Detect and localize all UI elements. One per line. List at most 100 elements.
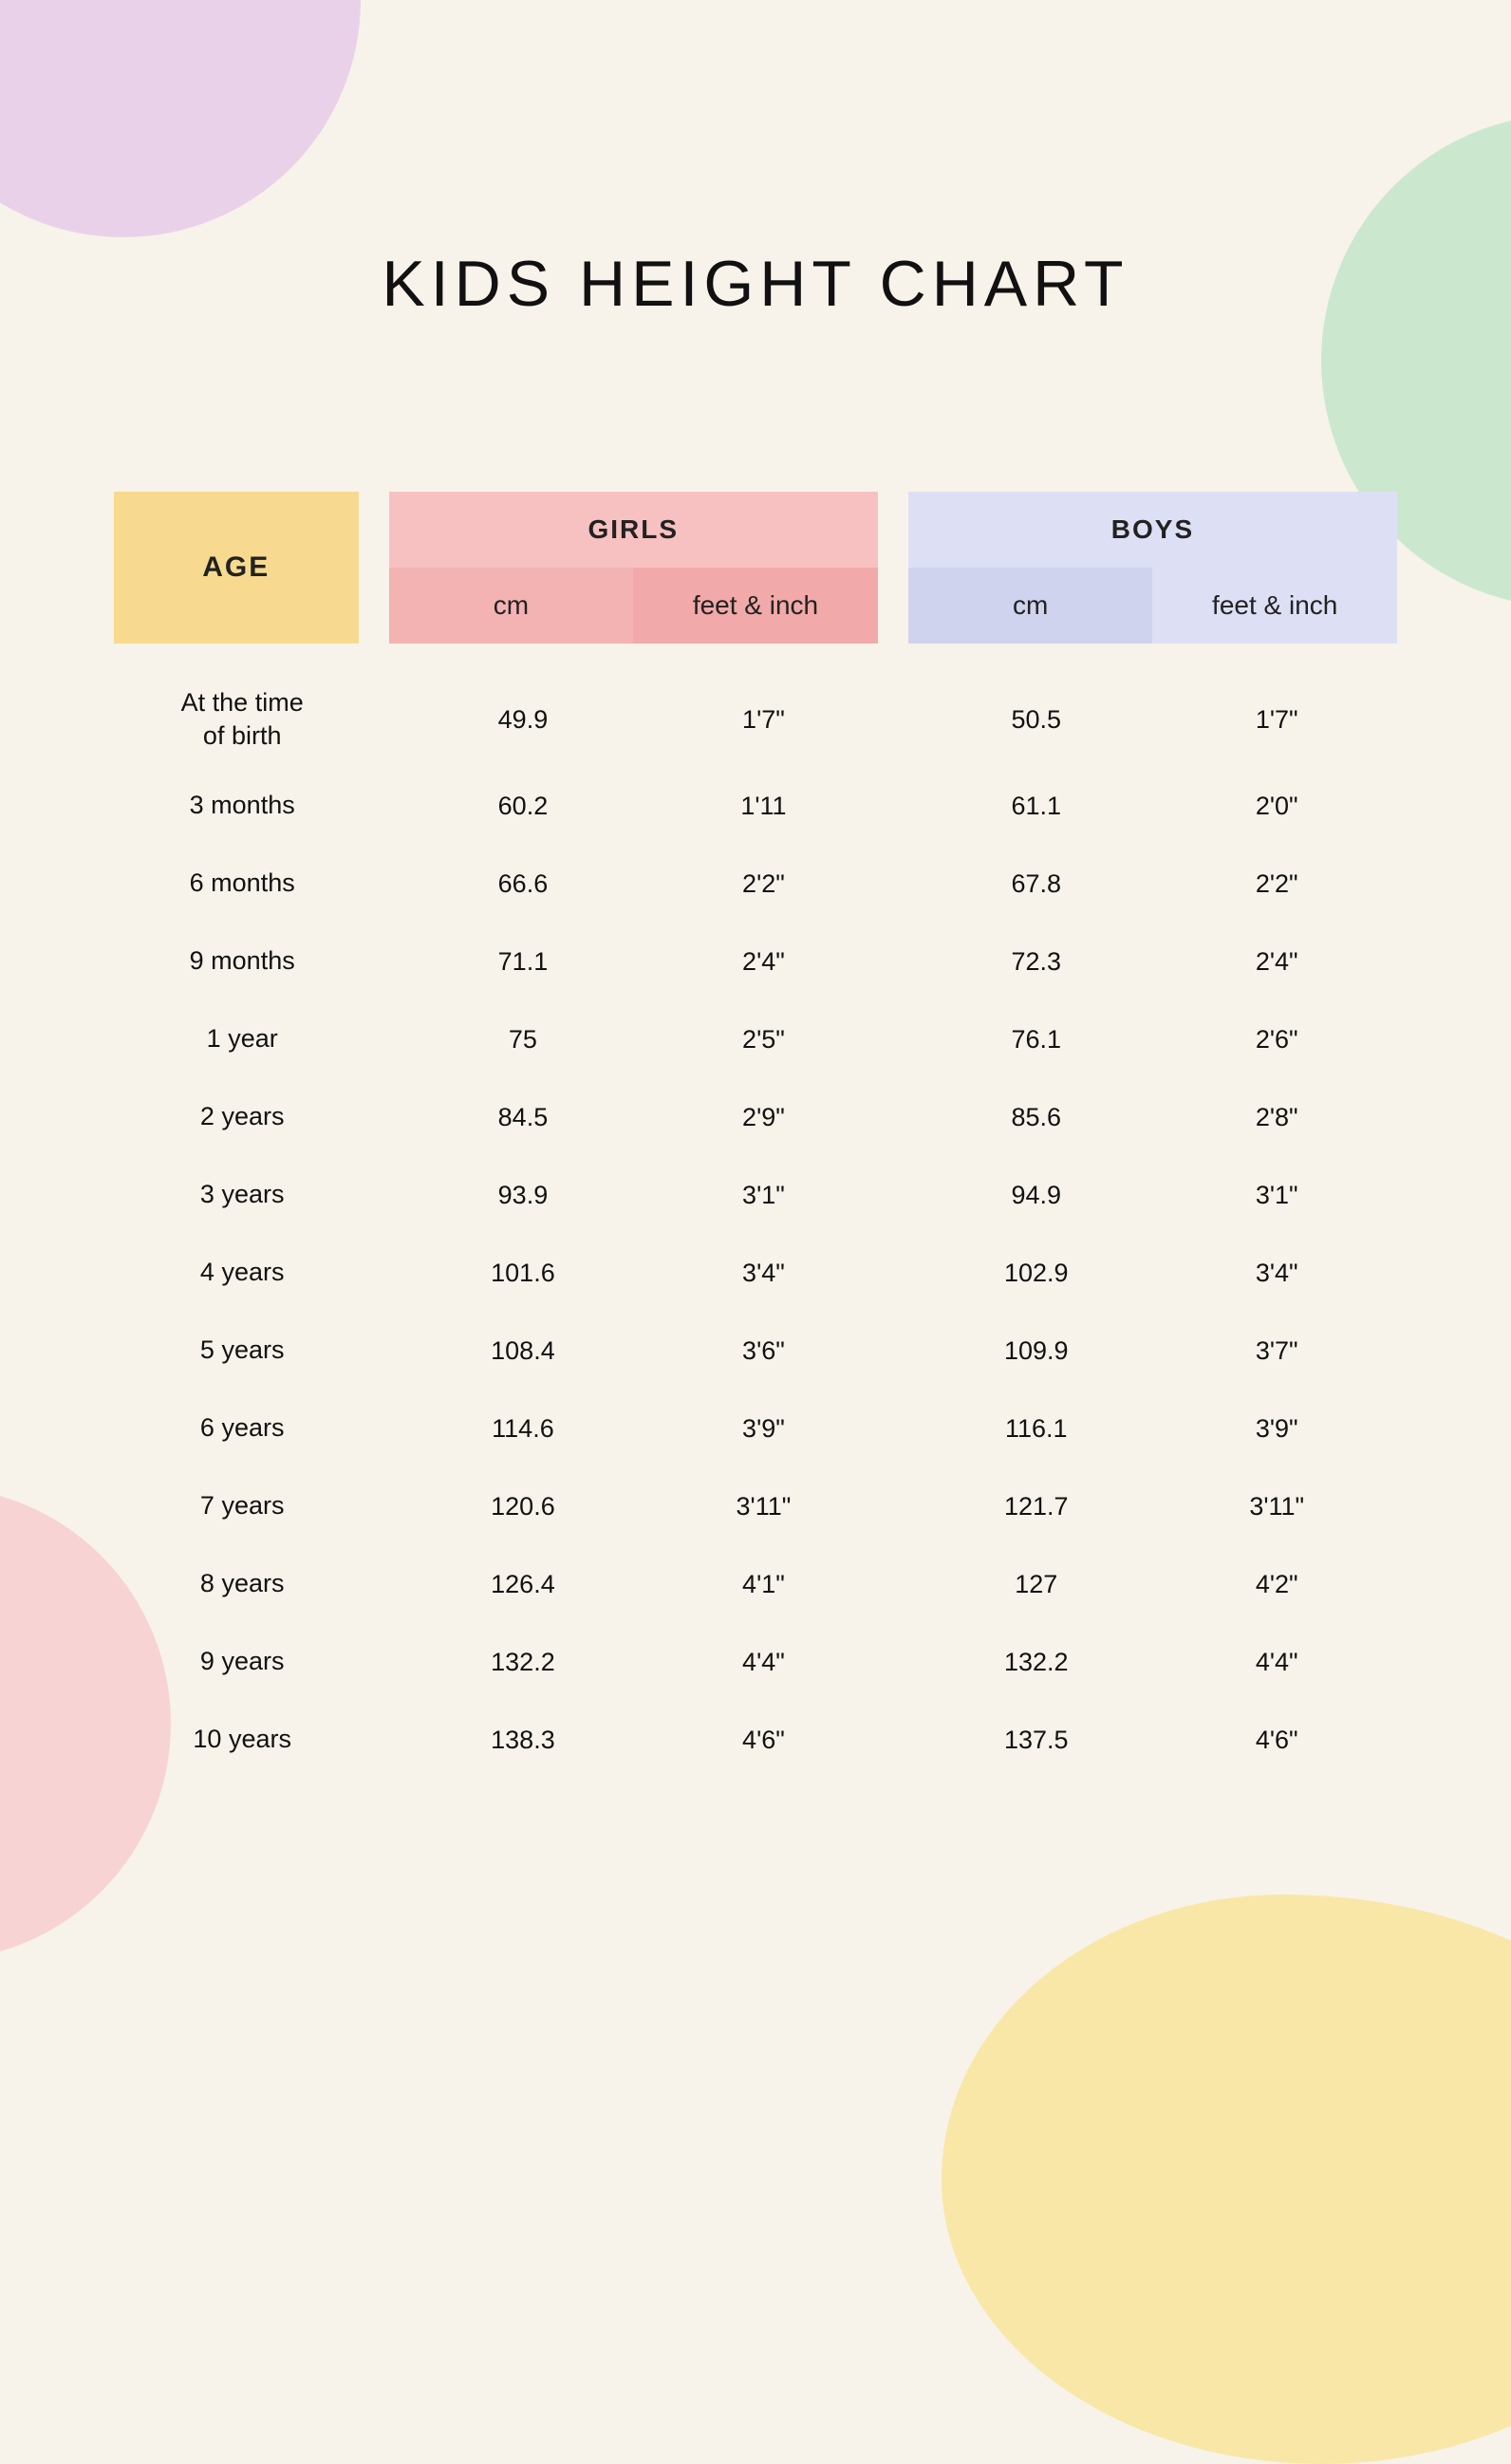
boys-cm-cell: 102.9 [916, 1259, 1157, 1288]
age-cell: 7 years [114, 1489, 370, 1522]
boys-ftin-cell: 2'4" [1156, 947, 1397, 977]
age-header: AGE [114, 492, 359, 644]
girls-cm-cell: 71.1 [402, 947, 644, 977]
boys-cm-cell: 132.2 [916, 1648, 1157, 1677]
boys-cm-cell: 72.3 [916, 947, 1157, 977]
boys-cm-cell: 50.5 [916, 705, 1157, 735]
boys-cm-header: cm [908, 568, 1153, 644]
chart-title: KIDS HEIGHT CHART [114, 247, 1397, 321]
girls-ftin-cell: 3'1" [644, 1181, 885, 1210]
age-cell: 6 years [114, 1411, 370, 1445]
header-spacer [359, 492, 389, 644]
table-row: 6 years114.63'9"116.13'9" [114, 1390, 1397, 1467]
table-header-row: AGE GIRLS cm feet & inch BOYS cm feet & … [114, 492, 1397, 644]
table-row: 9 months71.12'4"72.32'4" [114, 923, 1397, 1000]
age-cell: 10 years [114, 1723, 370, 1756]
boys-cm-cell: 67.8 [916, 869, 1157, 899]
age-cell: 8 years [114, 1567, 370, 1600]
girls-cm-cell: 132.2 [402, 1648, 644, 1677]
girls-ftin-cell: 3'11" [644, 1492, 885, 1521]
girls-cm-cell: 60.2 [402, 792, 644, 821]
boys-ftin-cell: 4'4" [1156, 1648, 1397, 1677]
girls-ftin-cell: 2'5" [644, 1025, 885, 1055]
girls-ftin-cell: 3'9" [644, 1414, 885, 1444]
girls-ftin-cell: 4'4" [644, 1648, 885, 1677]
age-cell: 2 years [114, 1100, 370, 1133]
table-row: 9 years132.24'4"132.24'4" [114, 1623, 1397, 1701]
girls-cm-cell: 108.4 [402, 1336, 644, 1366]
girls-ftin-cell: 1'7" [644, 705, 885, 735]
boys-ftin-header: feet & inch [1152, 568, 1397, 644]
girls-cm-cell: 66.6 [402, 869, 644, 899]
girls-ftin-cell: 2'9" [644, 1103, 885, 1132]
girls-cm-cell: 84.5 [402, 1103, 644, 1132]
age-cell: 4 years [114, 1256, 370, 1289]
age-cell: 5 years [114, 1334, 370, 1367]
girls-ftin-cell: 4'1" [644, 1570, 885, 1599]
girls-ftin-cell: 2'4" [644, 947, 885, 977]
age-cell: 3 years [114, 1178, 370, 1211]
table-body: At the timeof birth49.91'7"50.51'7"3 mon… [114, 672, 1397, 1779]
boys-ftin-cell: 4'2" [1156, 1570, 1397, 1599]
boys-header-group: BOYS cm feet & inch [908, 492, 1397, 644]
table-row: At the timeof birth49.91'7"50.51'7" [114, 672, 1397, 767]
girls-cm-cell: 138.3 [402, 1726, 644, 1755]
table-row: 3 years93.93'1"94.93'1" [114, 1156, 1397, 1234]
table-row: 6 months66.62'2"67.82'2" [114, 845, 1397, 923]
decor-blob-bottom-right [942, 1895, 1511, 2464]
boys-ftin-cell: 2'0" [1156, 792, 1397, 821]
table-row: 2 years 84.52'9" 85.62'8" [114, 1078, 1397, 1156]
girls-cm-cell: 114.6 [402, 1414, 644, 1444]
boys-ftin-cell: 3'7" [1156, 1336, 1397, 1366]
table-row: 7 years120.63'11"121.73'11" [114, 1467, 1397, 1545]
girls-cm-header: cm [389, 568, 634, 644]
boys-cm-cell: 121.7 [916, 1492, 1157, 1521]
table-row: 8 years 126.44'1" 1274'2" [114, 1545, 1397, 1623]
girls-header-group: GIRLS cm feet & inch [389, 492, 878, 644]
boys-cm-cell: 76.1 [916, 1025, 1157, 1055]
boys-cm-cell: 85.6 [916, 1103, 1157, 1132]
age-cell: 3 months [114, 789, 370, 822]
boys-cm-cell: 127 [916, 1570, 1157, 1599]
boys-cm-cell: 137.5 [916, 1726, 1157, 1755]
girls-cm-cell: 75 [402, 1025, 644, 1055]
girls-cm-cell: 93.9 [402, 1181, 644, 1210]
boys-ftin-cell: 2'2" [1156, 869, 1397, 899]
girls-ftin-cell: 3'6" [644, 1336, 885, 1366]
table-row: 3 months 60.21'11 61.12'0" [114, 767, 1397, 845]
girls-cm-cell: 49.9 [402, 705, 644, 735]
age-cell: 6 months [114, 867, 370, 900]
table-row: 10 years138.34'6"137.54'6" [114, 1701, 1397, 1779]
table-row: 5 years 108.43'6" 109.93'7" [114, 1312, 1397, 1390]
boys-ftin-cell: 3'9" [1156, 1414, 1397, 1444]
boys-cm-cell: 94.9 [916, 1181, 1157, 1210]
table-row: 4 years101.63'4"102.93'4" [114, 1234, 1397, 1312]
boys-ftin-cell: 3'1" [1156, 1181, 1397, 1210]
boys-ftin-cell: 2'6" [1156, 1025, 1397, 1055]
header-spacer [878, 492, 908, 644]
girls-ftin-cell: 3'4" [644, 1259, 885, 1288]
boys-ftin-cell: 1'7" [1156, 705, 1397, 735]
boys-ftin-cell: 2'8" [1156, 1103, 1397, 1132]
girls-ftin-header: feet & inch [633, 568, 878, 644]
boys-cm-cell: 61.1 [916, 792, 1157, 821]
height-table: AGE GIRLS cm feet & inch BOYS cm feet & … [114, 492, 1397, 1779]
girls-header: GIRLS [389, 492, 878, 568]
boys-ftin-cell: 3'11" [1156, 1492, 1397, 1521]
boys-ftin-cell: 3'4" [1156, 1259, 1397, 1288]
table-row: 1 year 752'5" 76.12'6" [114, 1000, 1397, 1078]
boys-ftin-cell: 4'6" [1156, 1726, 1397, 1755]
girls-ftin-cell: 1'11 [644, 792, 885, 821]
boys-cm-cell: 116.1 [916, 1414, 1157, 1444]
girls-cm-cell: 126.4 [402, 1570, 644, 1599]
age-cell: 1 year [114, 1022, 370, 1055]
girls-cm-cell: 120.6 [402, 1492, 644, 1521]
age-cell: 9 years [114, 1645, 370, 1678]
boys-subheader: cm feet & inch [908, 568, 1397, 644]
boys-cm-cell: 109.9 [916, 1336, 1157, 1366]
chart-container: KIDS HEIGHT CHART AGE GIRLS cm feet & in… [0, 0, 1511, 1779]
girls-ftin-cell: 4'6" [644, 1726, 885, 1755]
girls-ftin-cell: 2'2" [644, 869, 885, 899]
boys-header: BOYS [908, 492, 1397, 568]
girls-cm-cell: 101.6 [402, 1259, 644, 1288]
